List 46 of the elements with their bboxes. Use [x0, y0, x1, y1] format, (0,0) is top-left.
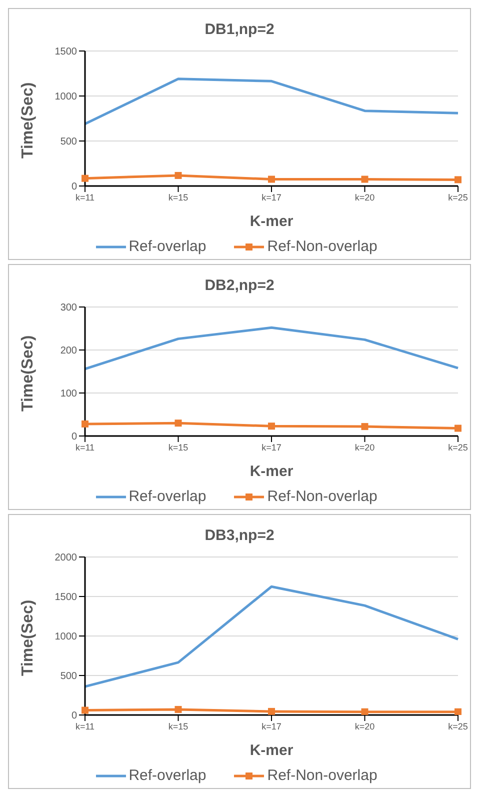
x-tick-label: k=20 — [354, 192, 375, 202]
x-axis-title: K-mer — [250, 213, 294, 230]
y-axis-title: Time(Sec) — [20, 82, 37, 158]
x-tick-label: k=11 — [75, 442, 95, 452]
y-tick-label: 500 — [60, 671, 78, 682]
y-tick-label: 2000 — [54, 552, 78, 564]
chart-title: DB2,np=2 — [204, 276, 276, 296]
x-tick-label: k=20 — [354, 442, 375, 452]
chart-title: DB3,np=2 — [204, 526, 276, 546]
x-tick-label: k=25 — [448, 192, 468, 202]
chart-title: DB1,np=2 — [204, 20, 276, 40]
y-tick-label: 0 — [71, 432, 78, 443]
x-tick-label: k=20 — [354, 721, 375, 732]
y-tick-label: 1500 — [54, 46, 78, 58]
x-axis-title: K-mer — [250, 463, 294, 480]
x-tick-label: k=15 — [168, 721, 188, 732]
legend-label: Ref-Non-overlap — [266, 488, 378, 505]
legend-label: Ref-overlap — [128, 488, 206, 505]
x-tick-label: k=17 — [262, 442, 282, 452]
legend-label: Ref-Non-overlap — [266, 767, 378, 784]
y-axis-title: Time(Sec) — [20, 335, 37, 412]
legend-label: Ref-Non-overlap — [266, 238, 378, 255]
x-tick-label: k=17 — [262, 721, 282, 732]
x-tick-label: k=17 — [262, 192, 282, 202]
y-tick-label: 300 — [60, 302, 78, 314]
y-axis-title: Time(Sec) — [20, 600, 37, 676]
y-tick-label: 100 — [60, 388, 78, 400]
x-tick-label: k=11 — [75, 192, 95, 202]
y-tick-label: 500 — [60, 136, 78, 148]
y-tick-label: 1000 — [54, 92, 78, 103]
x-tick-label: k=25 — [448, 721, 468, 732]
x-tick-label: k=15 — [168, 442, 188, 452]
x-axis-title: K-mer — [250, 742, 294, 759]
x-tick-label: k=11 — [75, 721, 95, 732]
line-series — [84, 78, 460, 126]
legend-label: Ref-overlap — [128, 767, 206, 784]
y-tick-label: 0 — [71, 182, 78, 193]
line-series — [84, 585, 460, 688]
y-tick-label: 200 — [60, 346, 78, 357]
y-tick-label: 1000 — [54, 632, 78, 643]
x-tick-label: k=25 — [448, 442, 468, 452]
legend-label: Ref-overlap — [128, 238, 206, 255]
y-tick-label: 1500 — [54, 592, 78, 604]
line-series — [84, 326, 460, 370]
x-tick-label: k=15 — [168, 192, 188, 202]
y-tick-label: 0 — [71, 710, 78, 722]
